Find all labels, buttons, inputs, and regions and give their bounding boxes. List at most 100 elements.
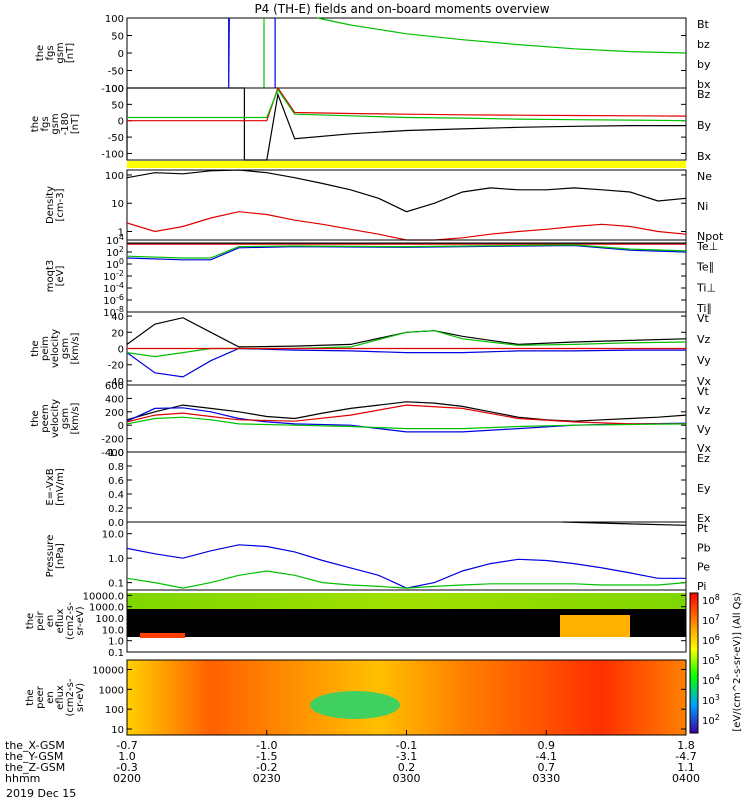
x-row-value: -0.3: [116, 761, 137, 774]
panel-frame: [126, 169, 687, 241]
ytick-label: 0.8: [108, 462, 124, 473]
y-axis-label: [nPa]: [55, 543, 66, 569]
ytick-label: 1.0: [108, 637, 124, 648]
legend-entry: Pb: [697, 541, 711, 554]
y-axis-label: gsm: [50, 113, 61, 134]
ytick-label: 50: [111, 32, 124, 43]
legend-entry: bz: [697, 38, 710, 51]
legend-entry: Ni: [697, 200, 708, 213]
y-axis-label: [eV]: [55, 266, 66, 287]
ytick-label: 10: [111, 199, 124, 210]
ytick-label: 102: [106, 245, 124, 259]
legend-entry: Vy: [697, 354, 711, 367]
x-row-value: -4.1: [536, 750, 557, 763]
ytick-label: 10-8: [103, 305, 124, 319]
legend-entry: Vx: [697, 442, 712, 455]
legend-entry: Bx: [697, 150, 712, 163]
x-row-value: 0.7: [538, 761, 556, 774]
ytick-label: 100: [105, 171, 124, 182]
y-axis-label: [nT]: [65, 43, 76, 63]
panel-frame: [126, 589, 687, 653]
y-axis-label: gsm: [55, 42, 66, 63]
y-axis-label: moqt3: [45, 260, 56, 293]
ytick-label: 100: [106, 257, 124, 271]
date-label: 2019 Dec 15: [6, 787, 76, 800]
x-row-value: 1.8: [677, 739, 695, 752]
x-row-label: the_Z-GSM: [5, 761, 65, 774]
panel-frame: [126, 87, 687, 161]
series-line: [316, 17, 687, 54]
y-axis-label: [km/s]: [70, 402, 81, 434]
ytick-label: -100: [101, 84, 124, 95]
ytick-label: 100.0: [95, 614, 124, 625]
ytick-label: -400: [101, 448, 124, 459]
legend-entry: Vz: [697, 404, 711, 417]
x-row-value: -3.1: [396, 750, 417, 763]
y-axis-label: [nT]: [70, 114, 81, 134]
legend-entry: Vz: [697, 333, 711, 346]
panel-8: 10.0 1.0 0.1 Pressure [nPa] Pt Pb Pe Pi: [45, 521, 711, 593]
ytick-label: 0.6: [108, 476, 124, 487]
ytick-label: 100: [105, 84, 124, 95]
ytick-label: -40: [108, 377, 124, 388]
panel-frame: [126, 384, 687, 453]
ytick-label: 0.1: [108, 579, 124, 590]
x-row-value: 1.0: [118, 750, 136, 763]
x-row-value: 0400: [672, 772, 700, 785]
colorbar-tick: 102: [702, 713, 720, 727]
ytick-label: 100: [105, 14, 124, 25]
mode-bar: [127, 161, 686, 168]
x-row-value: 0.9: [538, 739, 556, 752]
series-line: [126, 244, 687, 259]
y-axis-label: (cm2-s-: [65, 602, 76, 640]
legend-entry: Bt: [697, 18, 710, 31]
ytick-label: 10.0: [102, 625, 124, 636]
ytick-label: -200: [101, 435, 124, 446]
legend-entry: Pi: [697, 580, 706, 593]
ytick-label: 600: [105, 381, 124, 392]
panel-3: 100 10 1 Density [cm-3] Ne Ni Npot: [45, 169, 724, 243]
series-line: [126, 570, 687, 589]
ytick-label: 40: [111, 312, 124, 323]
x-row-label: hhmm: [5, 772, 40, 785]
series-line: [228, 17, 230, 89]
panel-5: 40 20 0 -20 -40 the peim velocity gsm [km/s] Vt Vz V…: [30, 311, 712, 388]
ytick-label: 400: [105, 394, 124, 405]
x-row-value: -4.7: [675, 750, 696, 763]
ytick-label: 200: [105, 408, 124, 419]
series-line: [126, 416, 687, 430]
ytick-label: 0.1: [108, 648, 124, 659]
series-line: [126, 330, 687, 358]
legend-entry: Te∥: [696, 261, 714, 274]
ytick-label: 104: [106, 233, 124, 247]
spectrogram: [127, 660, 686, 735]
chart-title: P4 (TH-E) fields and on-board moments ov…: [254, 2, 549, 16]
colorbar: 108 107 106 105 104 103 102 [eV/(cm^2-s-sr-eV)]…: [689, 592, 743, 734]
y-axis-label: [km/s]: [70, 332, 81, 364]
y-axis-label: the: [30, 340, 41, 356]
y-axis-label: peem: [40, 404, 51, 432]
y-axis-label: sr-eV): [75, 606, 86, 635]
y-axis-label: en: [45, 615, 56, 628]
legend-entry: Te⊥: [696, 240, 718, 253]
legend-entry: Ex: [697, 512, 711, 525]
legend-entry: Pt: [697, 522, 709, 535]
x-row-value: -0.1: [396, 739, 417, 752]
y-axis-label: gsm: [60, 408, 71, 429]
series-line: [562, 521, 687, 526]
ytick-label: 1000.0: [89, 603, 124, 614]
ytick-label: 50: [111, 100, 124, 111]
y-axis-label: velocity: [50, 329, 61, 368]
ytick-label: -20: [108, 361, 124, 372]
y-axis-label: peir: [35, 610, 46, 630]
ytick-label: 0.0: [108, 518, 124, 529]
legend-entry: Bz: [697, 88, 711, 101]
x-row-label: the_X-GSM: [5, 739, 65, 752]
y-axis-label: the: [30, 410, 41, 426]
y-axis-label: Pressure: [45, 535, 56, 578]
x-row-value: 1.1: [677, 761, 695, 774]
x-row-value: 0.2: [398, 761, 416, 774]
